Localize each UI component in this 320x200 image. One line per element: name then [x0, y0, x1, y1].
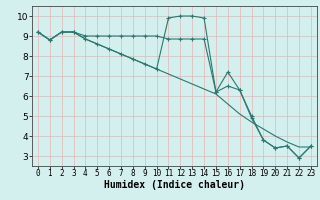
X-axis label: Humidex (Indice chaleur): Humidex (Indice chaleur): [104, 180, 245, 190]
